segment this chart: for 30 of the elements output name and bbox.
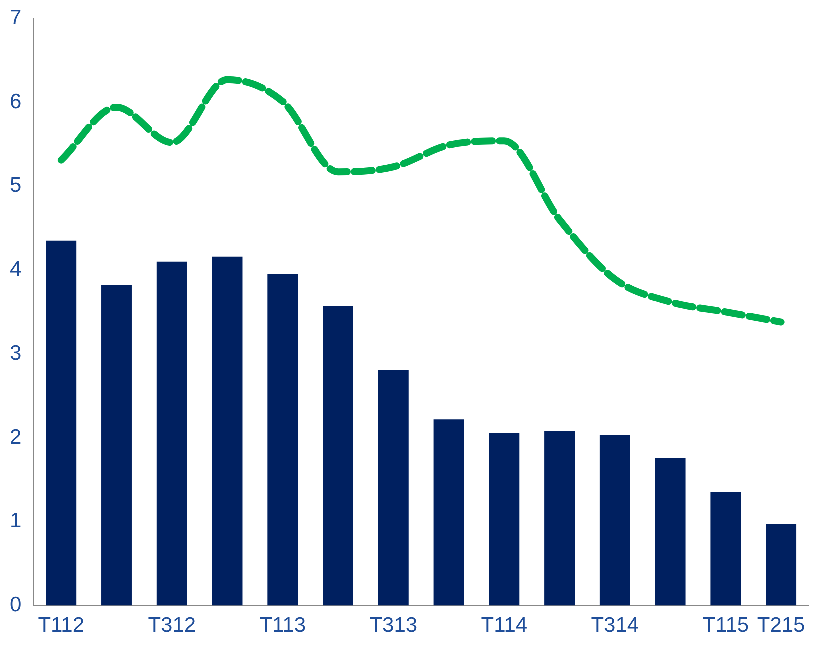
x-tick-label: T112	[38, 614, 85, 638]
bar	[600, 436, 630, 606]
y-tick-label: 3	[10, 342, 22, 365]
bar	[489, 432, 520, 606]
x-tick-label: T115	[702, 614, 750, 638]
bar	[268, 274, 298, 606]
bar	[323, 306, 354, 606]
bar	[766, 524, 797, 606]
x-tick-label: T312	[148, 614, 196, 638]
bar	[378, 370, 409, 606]
bar	[544, 431, 576, 606]
bar	[434, 420, 464, 606]
x-tick-label: T114	[481, 614, 528, 638]
x-tick-label: T113	[260, 614, 306, 638]
bar	[212, 256, 243, 606]
y-tick-label: 6	[10, 90, 22, 114]
bar	[655, 458, 686, 606]
y-tick-label: 4	[10, 258, 22, 282]
x-tick-label: T215	[757, 614, 806, 638]
y-tick-label: 0	[10, 594, 22, 617]
bar	[46, 240, 77, 606]
y-tick-label: 7	[10, 6, 22, 30]
x-tick-label: T313	[370, 614, 418, 638]
x-tick-label: T314	[591, 614, 640, 638]
y-tick-label: 5	[10, 174, 22, 198]
bar	[156, 262, 188, 606]
y-tick-label: 1	[10, 510, 22, 533]
bar	[102, 285, 132, 606]
bar	[710, 492, 742, 606]
y-tick-label: 2	[10, 426, 22, 449]
